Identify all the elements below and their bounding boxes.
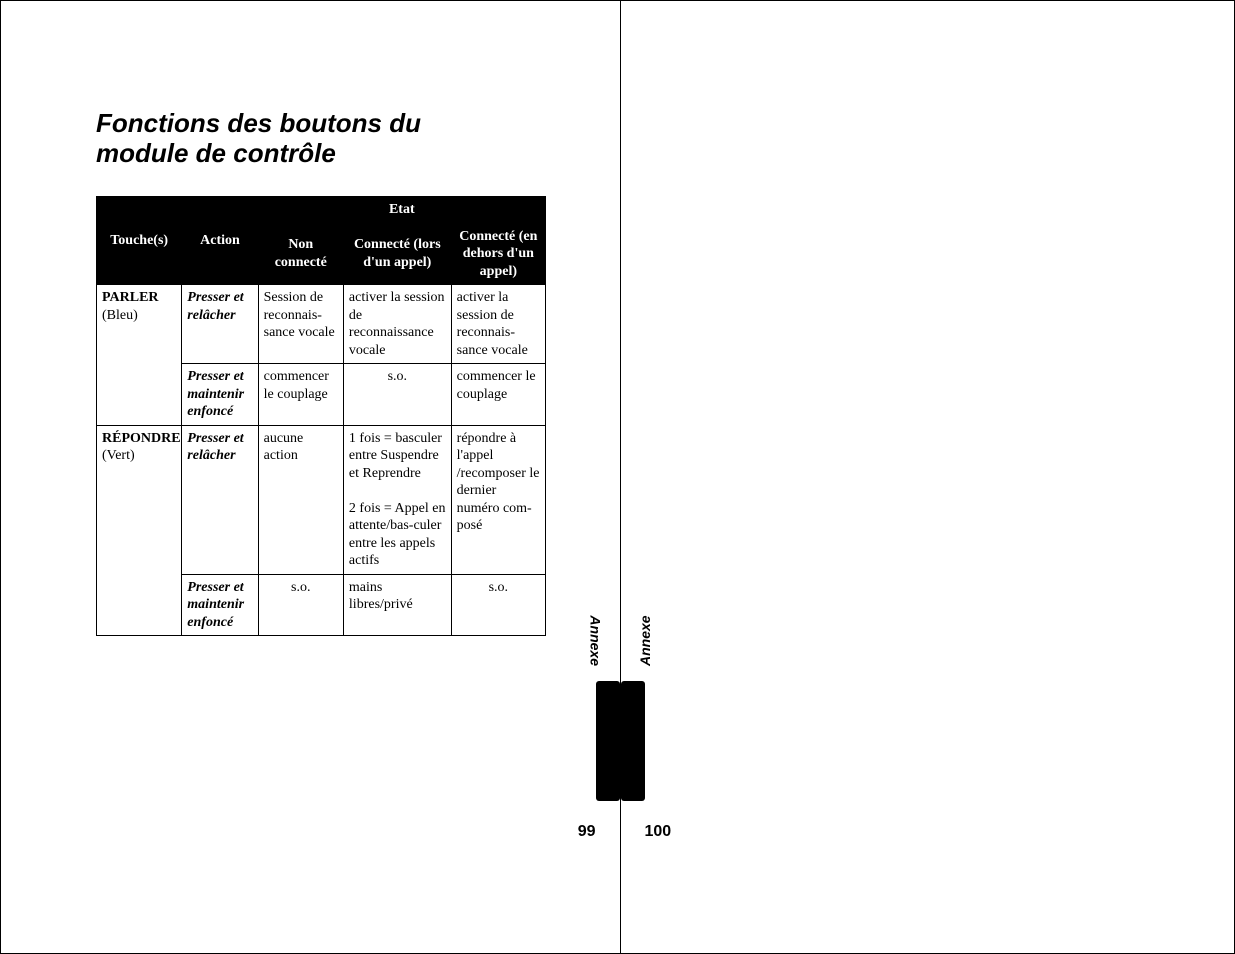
th-state-3: Connecté (en dehors d'un appel) [451, 223, 545, 285]
thumb-tab [596, 681, 620, 801]
section-title: Fonctions des boutons du module de contr… [96, 109, 496, 169]
th-etat: Etat [258, 197, 545, 224]
key-cell: PARLER(Bleu) [97, 285, 182, 426]
buttons-table-1: Touche(s) Action Etat Non connecté Conne… [96, 196, 546, 636]
th-state-2: Connecté (lors d'un appel) [343, 223, 451, 285]
state-cell: 1 fois = basculer entre Suspendre et Rep… [343, 425, 451, 574]
state-cell: répondre à l'appel /recomposer le dernie… [451, 425, 545, 574]
state-cell: s.o. [343, 364, 451, 426]
thumb-tab-label: Annexe [637, 615, 653, 666]
th-keys: Touche(s) [97, 197, 182, 285]
state-cell: commencer le couplage [451, 364, 545, 426]
state-cell: s.o. [258, 574, 343, 636]
key-cell: RÉPONDRE(Vert) [97, 425, 182, 636]
action-cell: Presser et relâcher [182, 425, 258, 574]
state-cell: activer la session de reconnais-sance vo… [451, 285, 545, 364]
page-number: 99 [578, 823, 596, 841]
state-cell: commencer le couplage [258, 364, 343, 426]
document-spread: Fonctions des boutons du module de contr… [0, 0, 1235, 954]
state-cell: mains libres/privé [343, 574, 451, 636]
thumb-tab-label: Annexe [588, 615, 604, 666]
table-header: Touche(s) Action Etat Non connecté Conne… [97, 197, 546, 285]
action-cell: Presser et maintenir enfoncé [182, 574, 258, 636]
page-number: 100 [645, 823, 672, 841]
state-cell: s.o. [451, 574, 545, 636]
th-state-1: Non connecté [258, 223, 343, 285]
table-row: RÉPONDRE(Vert)Presser et relâcheraucune … [97, 425, 546, 574]
thumb-tab [621, 681, 645, 801]
action-cell: Presser et relâcher [182, 285, 258, 364]
page-right: Touche(s) Action Etat Non connecté Conne… [621, 1, 1235, 953]
page-left: Fonctions des boutons du module de contr… [1, 1, 621, 953]
th-action: Action [182, 197, 258, 285]
table-row: PARLER(Bleu)Presser et relâcherSession d… [97, 285, 546, 364]
state-cell: Session de reconnais-sance vocale [258, 285, 343, 364]
state-cell: aucune action [258, 425, 343, 574]
state-cell: activer la session de reconnaissance voc… [343, 285, 451, 364]
action-cell: Presser et maintenir enfoncé [182, 364, 258, 426]
